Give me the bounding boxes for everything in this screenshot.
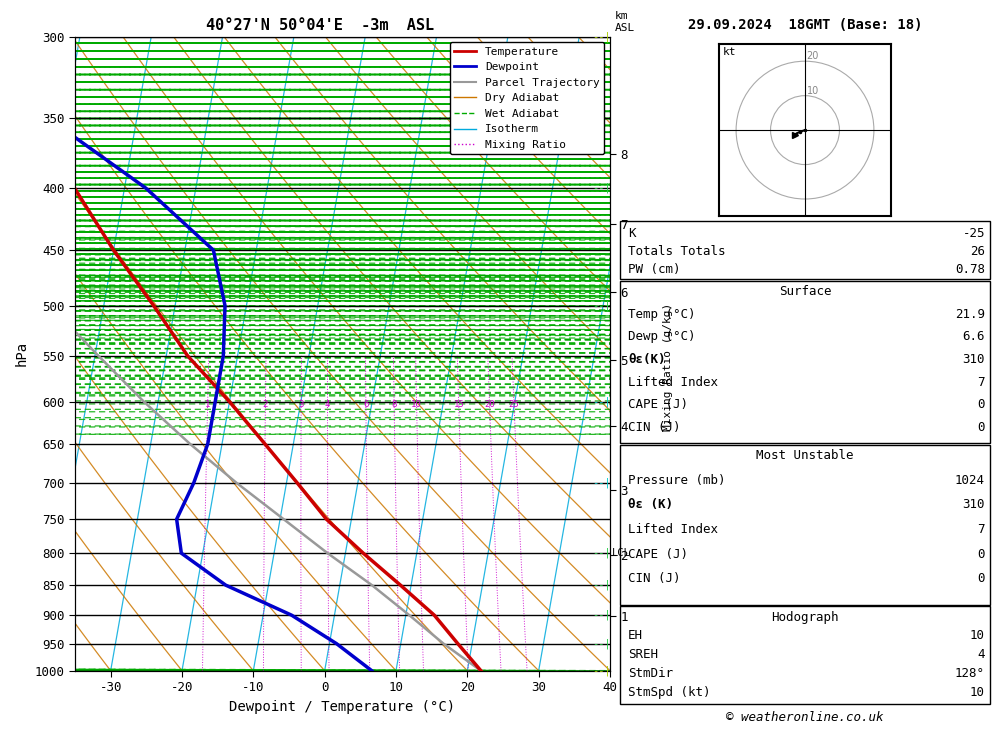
- Text: 4: 4: [978, 648, 985, 661]
- Text: 128°: 128°: [955, 667, 985, 679]
- Text: 20: 20: [484, 399, 495, 409]
- Text: CIN (J): CIN (J): [628, 572, 680, 585]
- Text: --|: --|: [593, 610, 611, 620]
- Text: CAPE (J): CAPE (J): [628, 398, 688, 411]
- Text: 6: 6: [363, 399, 369, 409]
- Text: Dewp (°C): Dewp (°C): [628, 331, 696, 343]
- Text: km
ASL: km ASL: [615, 12, 635, 33]
- Text: 0: 0: [978, 548, 985, 561]
- Text: --|: --|: [593, 638, 611, 649]
- Text: 3: 3: [298, 399, 304, 409]
- Text: 310: 310: [962, 353, 985, 366]
- Text: EH: EH: [628, 630, 643, 642]
- Text: Totals Totals: Totals Totals: [628, 245, 726, 258]
- Text: CIN (J): CIN (J): [628, 421, 680, 434]
- Text: 6.6: 6.6: [962, 331, 985, 343]
- Text: 25: 25: [509, 399, 520, 409]
- Text: 10: 10: [970, 685, 985, 699]
- Text: --|: --|: [593, 478, 611, 488]
- Text: 0.78: 0.78: [955, 263, 985, 276]
- Text: Surface: Surface: [779, 285, 831, 298]
- Text: 21.9: 21.9: [955, 308, 985, 321]
- Text: 10: 10: [970, 630, 985, 642]
- Text: SREH: SREH: [628, 648, 658, 661]
- Text: --|: --|: [593, 183, 611, 194]
- Text: 2: 2: [263, 399, 268, 409]
- Text: 26: 26: [970, 245, 985, 258]
- Text: --|: --|: [593, 666, 611, 676]
- Text: 7: 7: [978, 375, 985, 388]
- Text: --|: --|: [593, 580, 611, 590]
- Text: 40°27'N 50°04'E  -3m  ASL: 40°27'N 50°04'E -3m ASL: [206, 18, 434, 33]
- Text: PW (cm): PW (cm): [628, 263, 680, 276]
- Text: 0: 0: [978, 572, 985, 585]
- Text: CAPE (J): CAPE (J): [628, 548, 688, 561]
- Text: Lifted Index: Lifted Index: [628, 523, 718, 536]
- Text: K: K: [628, 227, 636, 240]
- Text: 7: 7: [978, 523, 985, 536]
- Text: LCL: LCL: [612, 548, 631, 559]
- Text: -25: -25: [962, 227, 985, 240]
- Text: 10: 10: [807, 86, 819, 96]
- Text: 1024: 1024: [955, 474, 985, 487]
- Text: 20: 20: [807, 51, 819, 62]
- Text: --|: --|: [593, 301, 611, 311]
- Text: 15: 15: [453, 399, 464, 409]
- Text: StmDir: StmDir: [628, 667, 673, 679]
- Text: kt: kt: [722, 48, 736, 57]
- Text: 10: 10: [411, 399, 422, 409]
- Text: θε(K): θε(K): [628, 353, 666, 366]
- Text: StmSpd (kt): StmSpd (kt): [628, 685, 710, 699]
- Text: 8: 8: [391, 399, 397, 409]
- Text: Lifted Index: Lifted Index: [628, 375, 718, 388]
- Text: Mixing Ratio (g/kg): Mixing Ratio (g/kg): [663, 303, 673, 430]
- Text: 310: 310: [962, 498, 985, 512]
- X-axis label: Dewpoint / Temperature (°C): Dewpoint / Temperature (°C): [229, 700, 456, 714]
- Legend: Temperature, Dewpoint, Parcel Trajectory, Dry Adiabat, Wet Adiabat, Isotherm, Mi: Temperature, Dewpoint, Parcel Trajectory…: [450, 43, 604, 155]
- Text: 0: 0: [978, 421, 985, 434]
- Text: 4: 4: [325, 399, 330, 409]
- Text: --|: --|: [593, 548, 611, 559]
- Text: Hodograph: Hodograph: [771, 611, 839, 624]
- Text: Temp (°C): Temp (°C): [628, 308, 696, 321]
- Y-axis label: hPa: hPa: [15, 341, 29, 366]
- Text: Most Unstable: Most Unstable: [756, 449, 854, 463]
- Text: --|: --|: [593, 32, 611, 42]
- Text: 1: 1: [205, 399, 210, 409]
- Text: Pressure (mb): Pressure (mb): [628, 474, 726, 487]
- Text: 0: 0: [978, 398, 985, 411]
- Text: --|: --|: [593, 397, 611, 407]
- Text: 29.09.2024  18GMT (Base: 18): 29.09.2024 18GMT (Base: 18): [688, 18, 922, 32]
- Text: θε (K): θε (K): [628, 498, 673, 512]
- Text: © weatheronline.co.uk: © weatheronline.co.uk: [726, 711, 884, 724]
